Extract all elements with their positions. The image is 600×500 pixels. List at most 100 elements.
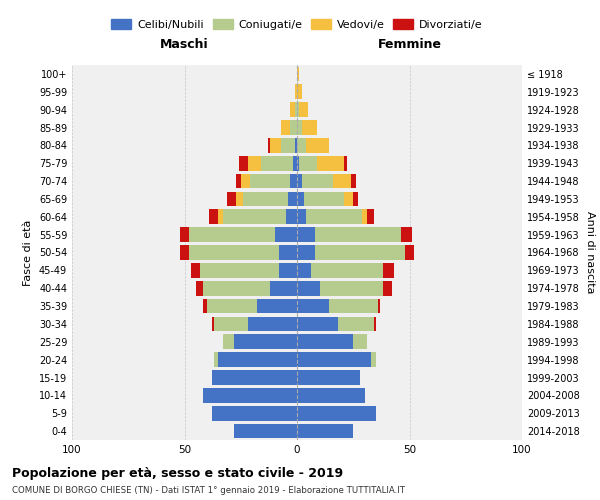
Bar bbox=[209, 210, 218, 224]
Bar bbox=[317, 156, 344, 170]
Bar bbox=[236, 192, 243, 206]
Bar bbox=[297, 281, 320, 295]
Text: Maschi: Maschi bbox=[160, 38, 209, 51]
Bar bbox=[212, 316, 214, 331]
Bar bbox=[297, 352, 371, 367]
Bar bbox=[297, 388, 365, 402]
Bar bbox=[257, 298, 297, 314]
Bar bbox=[180, 228, 189, 242]
Bar bbox=[297, 210, 306, 224]
Bar bbox=[234, 334, 297, 349]
Bar bbox=[297, 334, 353, 349]
Bar bbox=[295, 84, 297, 99]
Bar bbox=[299, 156, 317, 170]
Bar bbox=[337, 316, 373, 331]
Bar bbox=[279, 263, 297, 278]
Bar bbox=[203, 388, 297, 402]
Bar bbox=[203, 298, 207, 314]
Bar bbox=[297, 102, 299, 117]
Bar bbox=[290, 102, 295, 117]
Bar bbox=[297, 263, 311, 278]
Bar bbox=[223, 334, 234, 349]
Bar bbox=[401, 228, 412, 242]
Bar bbox=[239, 156, 248, 170]
Bar bbox=[241, 174, 250, 188]
Bar bbox=[234, 424, 297, 438]
Bar bbox=[315, 245, 405, 260]
Bar bbox=[203, 281, 270, 295]
Bar bbox=[189, 228, 275, 242]
Bar bbox=[371, 352, 376, 367]
Bar bbox=[218, 210, 223, 224]
Bar bbox=[297, 120, 302, 135]
Bar bbox=[297, 245, 315, 260]
Bar bbox=[304, 192, 344, 206]
Bar bbox=[383, 281, 392, 295]
Bar bbox=[295, 138, 297, 152]
Bar bbox=[373, 316, 376, 331]
Bar bbox=[383, 263, 394, 278]
Bar bbox=[191, 263, 200, 278]
Bar bbox=[297, 316, 337, 331]
Text: Popolazione per età, sesso e stato civile - 2019: Popolazione per età, sesso e stato civil… bbox=[12, 468, 343, 480]
Bar bbox=[200, 263, 279, 278]
Bar bbox=[196, 281, 203, 295]
Bar bbox=[212, 406, 297, 420]
Bar bbox=[243, 192, 288, 206]
Bar bbox=[344, 192, 353, 206]
Bar bbox=[329, 298, 378, 314]
Bar bbox=[214, 352, 218, 367]
Bar bbox=[189, 245, 279, 260]
Bar bbox=[248, 316, 297, 331]
Bar bbox=[281, 120, 290, 135]
Bar bbox=[302, 174, 333, 188]
Legend: Celibi/Nubili, Coniugati/e, Vedovi/e, Divorziati/e: Celibi/Nubili, Coniugati/e, Vedovi/e, Di… bbox=[107, 14, 487, 34]
Bar bbox=[297, 406, 376, 420]
Bar bbox=[227, 192, 236, 206]
Bar bbox=[268, 138, 270, 152]
Bar bbox=[286, 210, 297, 224]
Bar bbox=[306, 210, 362, 224]
Bar bbox=[297, 66, 299, 81]
Bar bbox=[250, 174, 290, 188]
Bar bbox=[180, 245, 189, 260]
Bar bbox=[223, 210, 286, 224]
Bar bbox=[306, 138, 329, 152]
Bar bbox=[367, 210, 373, 224]
Bar bbox=[261, 156, 293, 170]
Y-axis label: Fasce di età: Fasce di età bbox=[23, 220, 33, 286]
Bar bbox=[270, 281, 297, 295]
Bar bbox=[353, 334, 367, 349]
Bar bbox=[297, 156, 299, 170]
Bar bbox=[297, 138, 306, 152]
Bar bbox=[297, 370, 360, 385]
Bar bbox=[333, 174, 351, 188]
Bar bbox=[270, 138, 281, 152]
Bar bbox=[405, 245, 414, 260]
Bar bbox=[378, 298, 380, 314]
Bar bbox=[297, 424, 353, 438]
Bar bbox=[297, 174, 302, 188]
Bar bbox=[236, 174, 241, 188]
Bar bbox=[297, 192, 304, 206]
Bar bbox=[320, 281, 383, 295]
Bar bbox=[207, 298, 257, 314]
Bar bbox=[297, 298, 329, 314]
Bar bbox=[351, 174, 355, 188]
Bar bbox=[293, 156, 297, 170]
Bar bbox=[297, 84, 302, 99]
Bar bbox=[214, 316, 248, 331]
Bar bbox=[290, 120, 297, 135]
Bar bbox=[297, 228, 315, 242]
Bar bbox=[218, 352, 297, 367]
Bar bbox=[281, 138, 295, 152]
Bar bbox=[311, 263, 383, 278]
Bar bbox=[302, 120, 317, 135]
Bar bbox=[290, 174, 297, 188]
Bar bbox=[275, 228, 297, 242]
Text: Femmine: Femmine bbox=[377, 38, 442, 51]
Text: COMUNE DI BORGO CHIESE (TN) - Dati ISTAT 1° gennaio 2019 - Elaborazione TUTTITAL: COMUNE DI BORGO CHIESE (TN) - Dati ISTAT… bbox=[12, 486, 405, 495]
Bar bbox=[248, 156, 261, 170]
Bar bbox=[362, 210, 367, 224]
Y-axis label: Anni di nascita: Anni di nascita bbox=[585, 211, 595, 294]
